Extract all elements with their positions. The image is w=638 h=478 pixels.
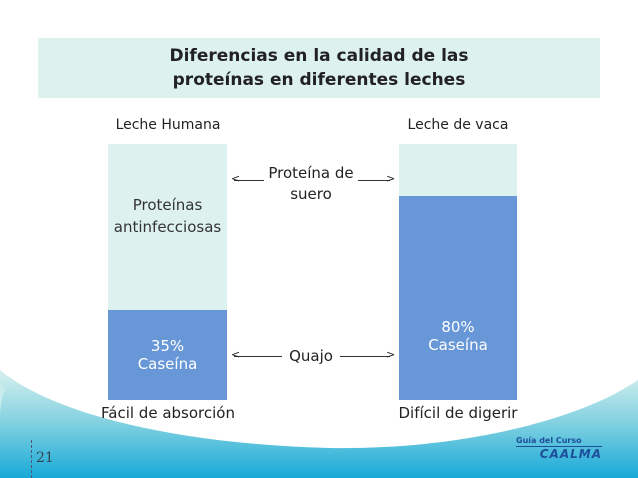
right-footer: Difícil de digerir [398, 404, 518, 422]
slide-title: Diferencias en la calidad de las proteín… [38, 38, 600, 98]
right-casein-percent: 80% [441, 318, 475, 336]
right-casein-segment: 80% Caseína [399, 196, 517, 400]
left-casein-label: Caseína [137, 355, 198, 373]
title-line-1: Diferencias en la calidad de las [169, 46, 469, 66]
left-whey-label-2: antinfecciosas [113, 218, 222, 236]
right-casein-label: Caseína [428, 336, 488, 354]
arrow-head-left-icon: < [231, 348, 241, 361]
left-casein-percent: 35% [150, 337, 185, 355]
right-arrow-curd [340, 356, 390, 357]
caalma-logo: Guía del Curso CAALMA [516, 436, 602, 461]
whey-label-1: Proteína de [268, 164, 354, 182]
logo-line-1: Guía del Curso [516, 436, 602, 447]
whey-label-2: suero [290, 185, 332, 203]
right-header: Leche de vaca [407, 117, 509, 133]
arrow-head-left-icon: < [231, 172, 241, 185]
left-footer: Fácil de absorción [101, 404, 235, 422]
left-arrow-whey [234, 180, 264, 181]
left-whey-segment: Proteínas antinfecciosas [108, 144, 227, 310]
logo-line-2: CAALMA [539, 447, 602, 461]
arrow-head-right-icon: > [386, 172, 396, 185]
right-whey-segment [399, 144, 517, 196]
page-divider [31, 440, 32, 478]
whey-label: Proteína de suero [262, 163, 360, 205]
left-header: Leche Humana [115, 117, 221, 133]
curd-label: Quajo [289, 347, 333, 365]
page-number: 21 [36, 450, 54, 466]
left-casein-segment: 35% Caseína [108, 310, 227, 400]
arrow-head-right-icon: > [386, 348, 396, 361]
left-arrow-curd [234, 356, 282, 357]
title-line-2: proteínas en diferentes leches [172, 70, 466, 90]
left-whey-label-1: Proteínas [132, 196, 203, 214]
right-arrow-whey [358, 180, 390, 181]
